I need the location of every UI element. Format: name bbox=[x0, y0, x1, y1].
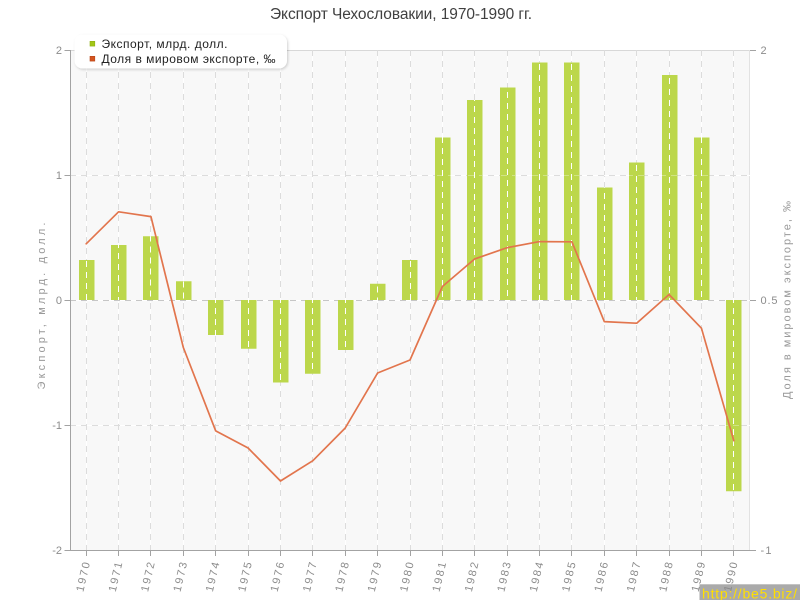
svg-text:http://be5.biz/: http://be5.biz/ bbox=[702, 586, 797, 601]
svg-text:Экспорт Чехословакии, 1970-199: Экспорт Чехословакии, 1970-1990 гг. bbox=[270, 6, 532, 23]
svg-text:-2: -2 bbox=[52, 545, 62, 557]
svg-text:0.5: 0.5 bbox=[761, 295, 778, 307]
svg-text:2: 2 bbox=[56, 45, 62, 57]
svg-text:Экспорт, млрд. долл.: Экспорт, млрд. долл. bbox=[102, 37, 228, 51]
svg-text:2: 2 bbox=[761, 45, 767, 57]
svg-text:0: 0 bbox=[56, 295, 62, 307]
svg-text:-1: -1 bbox=[52, 420, 62, 432]
svg-text:Доля в мировом экспорте, ‰: Доля в мировом экспорте, ‰ bbox=[782, 201, 794, 399]
svg-text:Доля в мировом экспорте, ‰: Доля в мировом экспорте, ‰ bbox=[102, 52, 276, 66]
svg-text:-1: -1 bbox=[761, 545, 772, 557]
svg-text:1: 1 bbox=[56, 170, 62, 182]
